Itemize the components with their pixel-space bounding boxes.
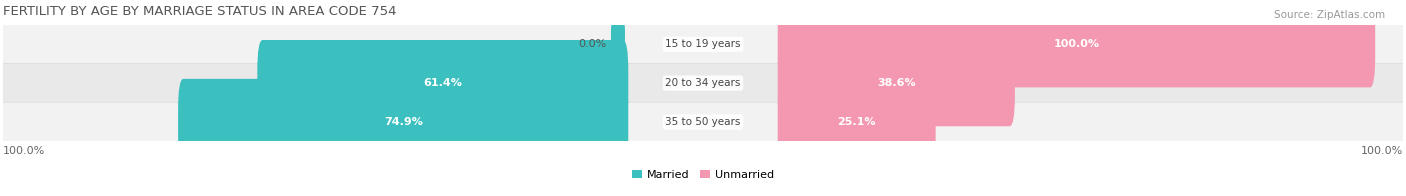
Text: 100.0%: 100.0%: [1361, 146, 1403, 156]
FancyBboxPatch shape: [257, 40, 628, 126]
FancyBboxPatch shape: [778, 79, 935, 165]
Text: 20 to 34 years: 20 to 34 years: [665, 78, 741, 88]
Text: Source: ZipAtlas.com: Source: ZipAtlas.com: [1274, 10, 1385, 20]
FancyBboxPatch shape: [3, 102, 1403, 142]
FancyBboxPatch shape: [778, 40, 1015, 126]
Text: 25.1%: 25.1%: [838, 117, 876, 127]
Text: FERTILITY BY AGE BY MARRIAGE STATUS IN AREA CODE 754: FERTILITY BY AGE BY MARRIAGE STATUS IN A…: [3, 5, 396, 18]
FancyBboxPatch shape: [179, 79, 628, 165]
FancyBboxPatch shape: [612, 21, 626, 68]
FancyBboxPatch shape: [3, 24, 1403, 64]
FancyBboxPatch shape: [3, 63, 1403, 103]
Text: 35 to 50 years: 35 to 50 years: [665, 117, 741, 127]
Text: 100.0%: 100.0%: [3, 146, 45, 156]
Text: 61.4%: 61.4%: [423, 78, 463, 88]
Text: 38.6%: 38.6%: [877, 78, 915, 88]
Legend: Married, Unmarried: Married, Unmarried: [633, 170, 773, 180]
Text: 74.9%: 74.9%: [384, 117, 423, 127]
Text: 0.0%: 0.0%: [578, 39, 606, 49]
Text: 15 to 19 years: 15 to 19 years: [665, 39, 741, 49]
Text: 100.0%: 100.0%: [1053, 39, 1099, 49]
FancyBboxPatch shape: [778, 1, 1375, 87]
